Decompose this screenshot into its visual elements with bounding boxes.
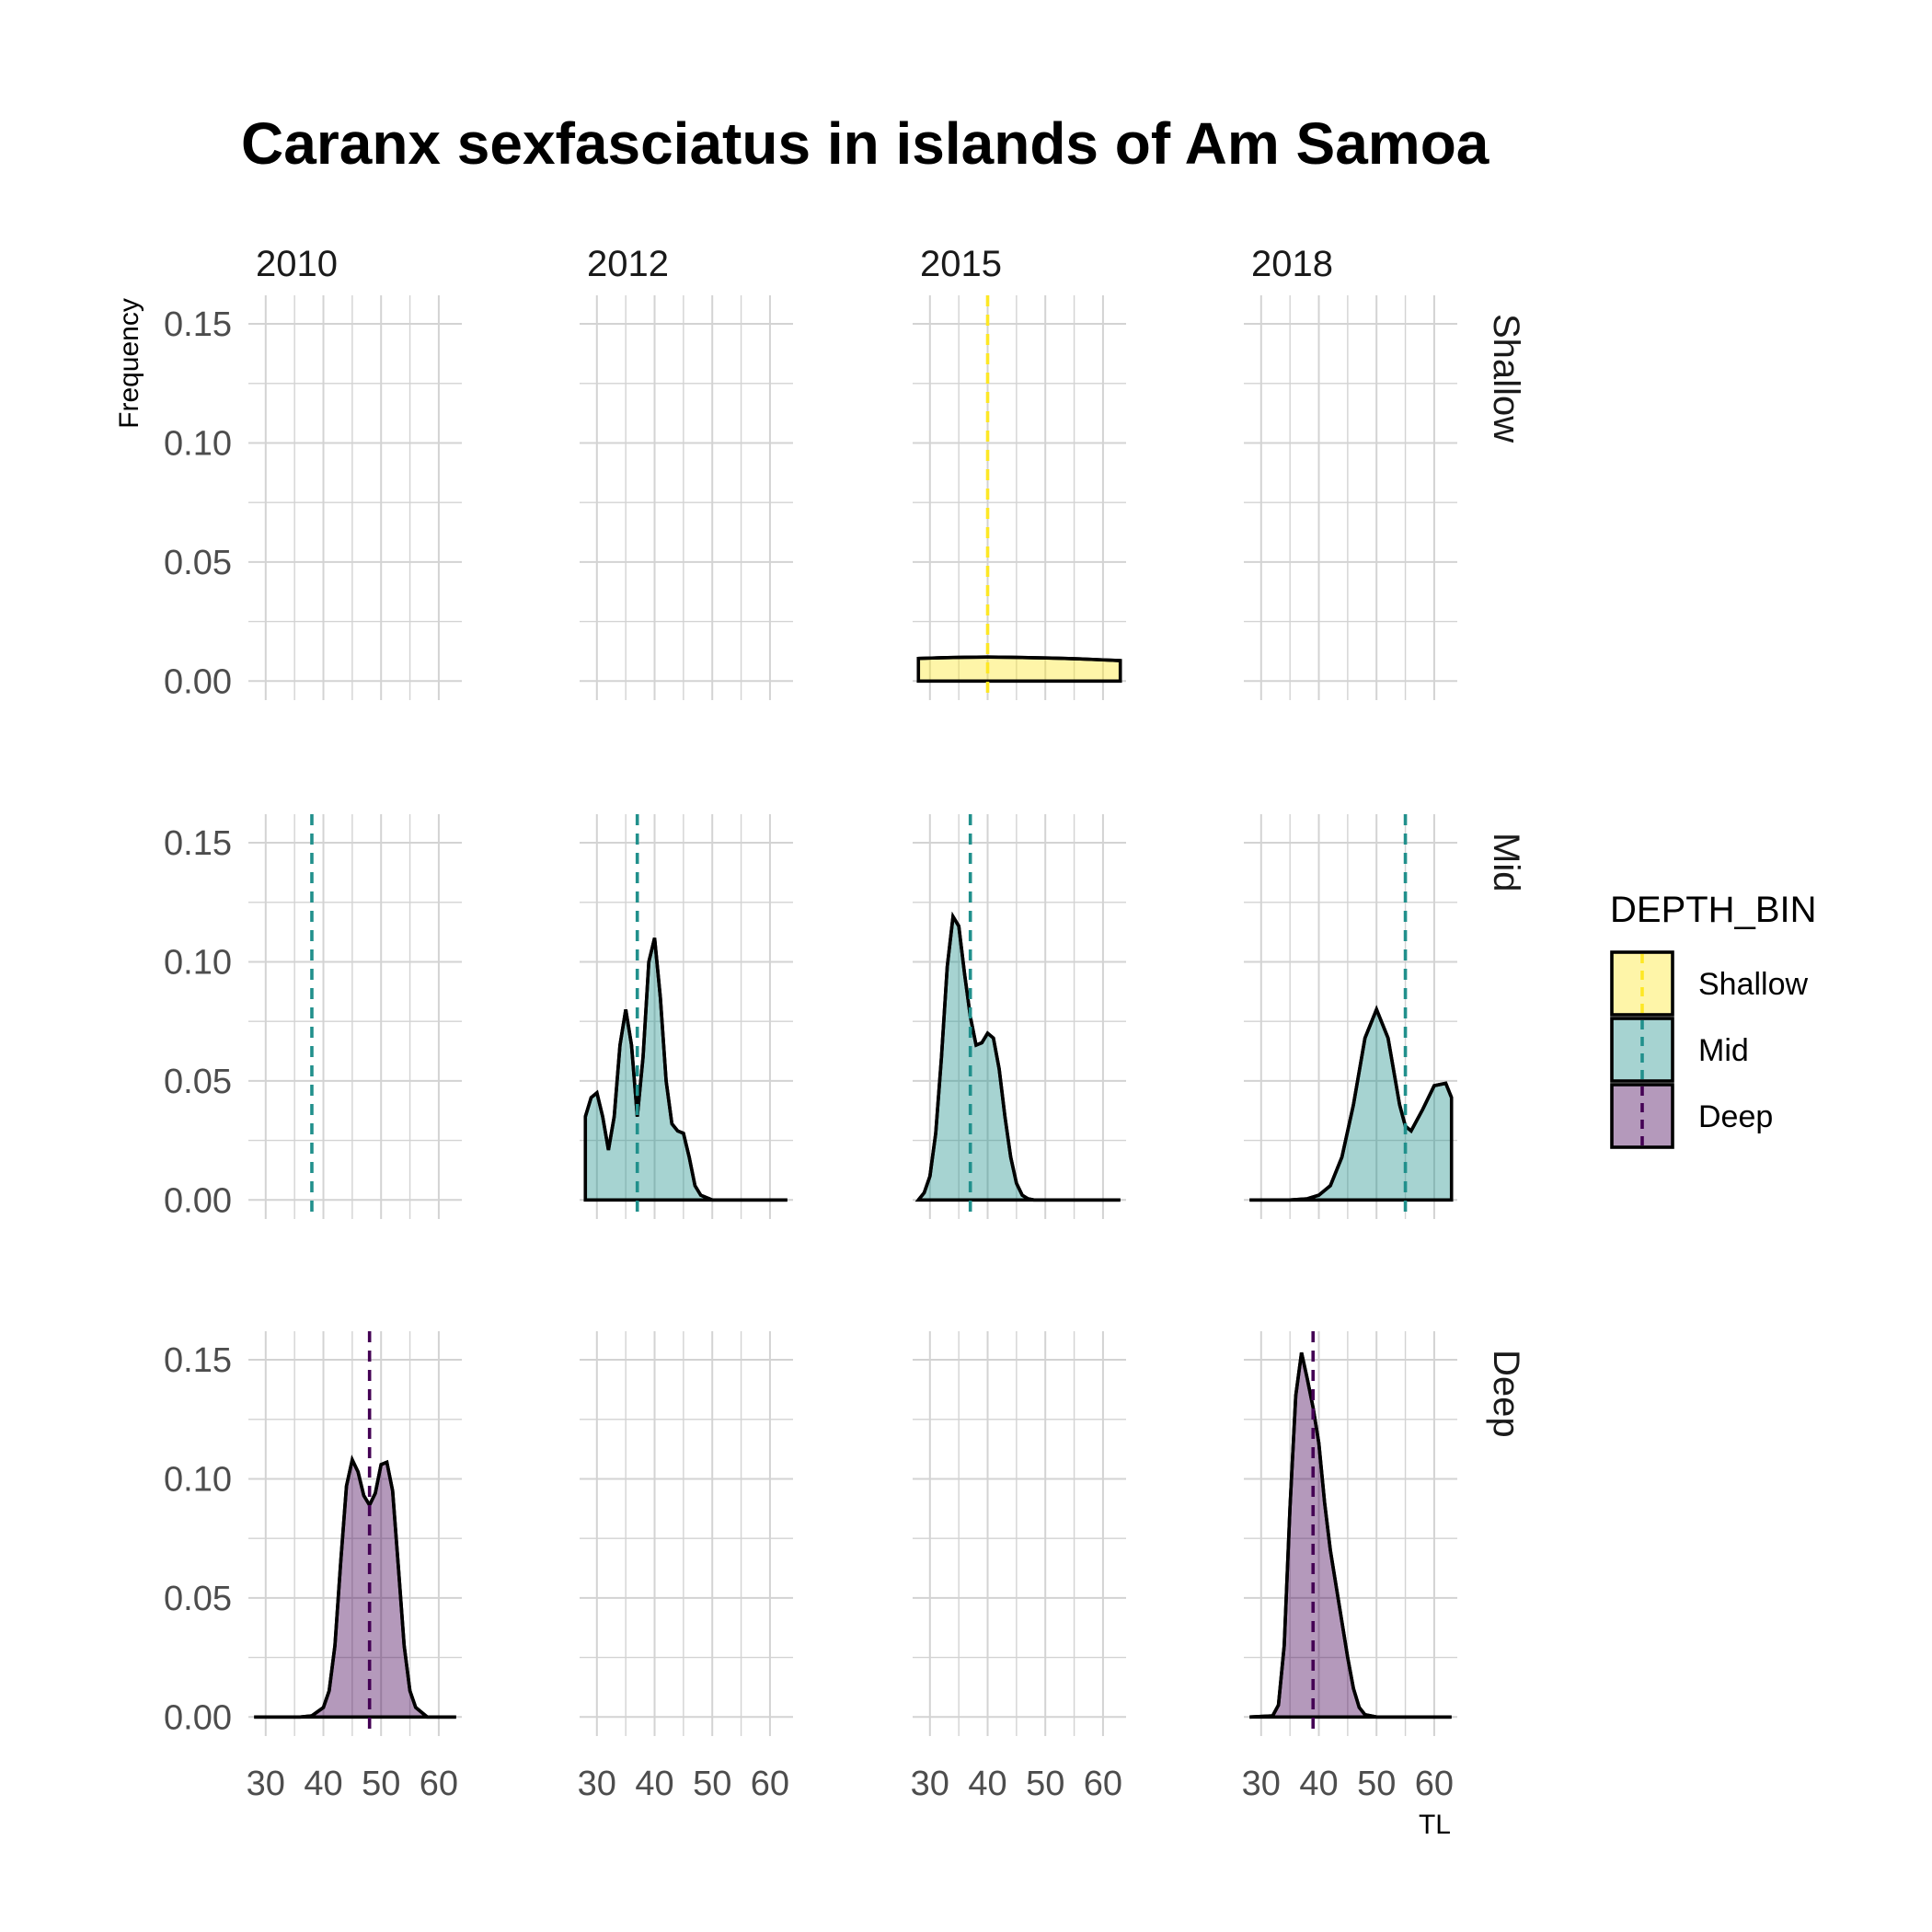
y-tick-label: 0.10 (164, 1460, 232, 1499)
x-tick-label: 50 (362, 1765, 400, 1803)
density-line (583, 937, 788, 1202)
y-tick-label: 0.15 (164, 1341, 232, 1380)
panel-2012-shallow: 2012 (580, 244, 793, 700)
legend-label: Mid (1698, 1033, 1749, 1068)
y-tick-label: 0.00 (164, 662, 232, 701)
legend-item-deep: Deep (1610, 1083, 1773, 1149)
y-tick-label: 0.05 (164, 544, 232, 582)
legend-label: Shallow (1698, 967, 1809, 1002)
chart-title: Caranx sexfasciatus in islands of Am Sam… (241, 110, 1489, 177)
density-area (254, 1455, 456, 1719)
y-tick-label: 0.15 (164, 305, 232, 344)
panel-2015-mid (913, 814, 1126, 1219)
legend-item-mid: Mid (1610, 1017, 1749, 1083)
panel-2015-shallow: 2015 (913, 244, 1126, 700)
facet-label-year: 2018 (1251, 244, 1333, 284)
y-axis-title: Frequency (114, 298, 144, 429)
panel-2018-deep: 30 40 50 60 Deep (1242, 1331, 1526, 1803)
facet-label-year: 2015 (920, 244, 1002, 284)
panel-2015-deep: 30 40 50 60 (911, 1331, 1126, 1803)
x-tick-label: 40 (968, 1765, 1006, 1803)
x-tick-label: 60 (1415, 1765, 1454, 1803)
y-tick-label: 0.05 (164, 1063, 232, 1101)
panel-2010-shallow: 0.00 0.05 0.10 0.15 2010 (164, 244, 462, 701)
panel-2018-mid: Mid (1244, 814, 1526, 1219)
facet-label-depth: Deep (1486, 1350, 1526, 1438)
x-tick-label: 40 (304, 1765, 342, 1803)
x-tick-label: 30 (578, 1765, 616, 1803)
density-line (254, 1455, 456, 1719)
panel-2018-shallow: 2018 Shallow (1244, 244, 1526, 700)
x-tick-label: 60 (751, 1765, 789, 1803)
density-area (1249, 1005, 1454, 1202)
panel-2012-mid (580, 814, 793, 1219)
x-tick-label: 30 (1242, 1765, 1281, 1803)
x-tick-label: 50 (693, 1765, 731, 1803)
panel-2010-mid: 0.00 0.05 0.10 0.15 (164, 814, 462, 1220)
x-tick-label: 60 (1084, 1765, 1122, 1803)
legend-label: Deep (1698, 1099, 1773, 1134)
legend-item-shallow: Shallow (1610, 950, 1809, 1017)
y-tick-label: 0.10 (164, 943, 232, 982)
facet-label-depth: Shallow (1486, 314, 1526, 443)
y-tick-label: 0.15 (164, 824, 232, 863)
density-line (918, 655, 1121, 662)
x-axis-title: TL (1419, 1810, 1451, 1840)
facet-label-year: 2010 (256, 244, 338, 284)
x-tick-label: 30 (911, 1765, 949, 1803)
x-tick-label: 50 (1026, 1765, 1064, 1803)
facet-panels: 0.00 0.05 0.10 0.15 2010 2012 2015 2018 Shallow 0… (164, 244, 1526, 1803)
facet-label-depth: Mid (1486, 833, 1526, 891)
x-tick-label: 40 (1299, 1765, 1338, 1803)
density-line (1249, 1351, 1452, 1719)
density-line (916, 911, 1121, 1202)
y-tick-label: 0.05 (164, 1580, 232, 1618)
legend-title: DEPTH_BIN (1610, 890, 1817, 930)
x-tick-label: 30 (247, 1765, 285, 1803)
y-tick-label: 0.00 (164, 1181, 232, 1220)
density-area (1249, 1351, 1452, 1719)
y-tick-label: 0.10 (164, 424, 232, 463)
density-area (583, 937, 788, 1202)
density-line (1249, 1005, 1454, 1202)
panel-2010-deep: 0.00 0.05 0.10 0.15 30 40 50 60 (164, 1331, 462, 1803)
facet-label-year: 2012 (587, 244, 669, 284)
legend: Shallow Mid Deep (1610, 950, 1809, 1149)
x-tick-label: 50 (1357, 1765, 1396, 1803)
y-tick-label: 0.00 (164, 1698, 232, 1737)
x-tick-label: 40 (635, 1765, 673, 1803)
panel-2012-deep: 30 40 50 60 (578, 1331, 793, 1803)
x-tick-label: 60 (420, 1765, 458, 1803)
